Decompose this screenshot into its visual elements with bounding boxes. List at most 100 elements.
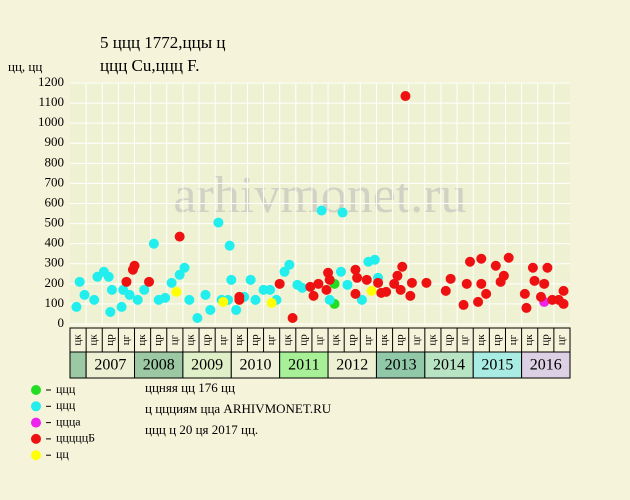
y-axis-label: цц, цц <box>8 59 42 74</box>
data-point <box>395 284 406 295</box>
column-label: цг <box>459 334 471 345</box>
y-tick-label: 1000 <box>38 114 64 129</box>
data-point <box>184 294 195 305</box>
column-label: цр <box>346 334 358 346</box>
y-tick-label: 200 <box>45 275 65 290</box>
data-point <box>392 270 403 281</box>
data-point <box>179 262 190 273</box>
chart-subtitle: ццц Cu,ццц F. <box>100 56 200 75</box>
data-point <box>445 273 456 284</box>
data-point <box>313 278 324 289</box>
data-point <box>279 266 290 277</box>
data-point <box>192 312 203 323</box>
data-point <box>521 302 532 313</box>
legend-marker <box>31 401 41 412</box>
data-point <box>79 289 90 300</box>
data-point <box>160 292 171 303</box>
y-tick-label: 300 <box>45 255 65 270</box>
y-tick-label: 1200 <box>38 74 64 89</box>
data-point <box>224 240 235 251</box>
data-point <box>476 278 487 289</box>
data-point <box>405 290 416 301</box>
column-label: цг <box>507 334 519 345</box>
data-point <box>129 260 140 271</box>
column-label: цг <box>265 334 277 345</box>
y-tick-label: 900 <box>45 134 65 149</box>
data-point <box>174 231 185 242</box>
data-point <box>350 288 361 299</box>
data-point <box>316 205 327 216</box>
data-point <box>71 301 82 312</box>
data-point <box>226 274 237 285</box>
legend-marker <box>31 417 41 428</box>
data-point <box>218 296 229 307</box>
data-point <box>89 294 100 305</box>
data-point <box>342 279 353 290</box>
data-point <box>148 238 159 249</box>
data-point <box>166 277 177 288</box>
column-label: цр <box>539 334 551 346</box>
data-point <box>373 277 384 288</box>
data-point <box>124 289 135 300</box>
column-label: цк <box>88 334 100 346</box>
data-point <box>490 260 501 271</box>
data-point <box>366 285 377 296</box>
y-tick-label: 700 <box>45 174 65 189</box>
data-point <box>352 272 363 283</box>
data-point <box>321 284 332 295</box>
legend-label: ццц <box>56 382 76 396</box>
data-point <box>461 278 472 289</box>
y-tick-label: 1100 <box>38 94 64 109</box>
data-point <box>389 278 400 289</box>
data-point <box>234 294 245 305</box>
data-point <box>558 298 569 309</box>
column-label: цк <box>426 334 438 346</box>
data-point <box>529 275 540 286</box>
legend-marker <box>31 385 41 395</box>
data-point <box>397 261 408 272</box>
column-label: цр <box>152 334 164 346</box>
data-point <box>440 285 451 296</box>
data-point <box>231 304 242 315</box>
column-label: цк <box>233 334 245 346</box>
data-point <box>527 262 538 273</box>
y-tick-label: 0 <box>58 315 65 330</box>
year-label: 2013 <box>385 357 417 374</box>
data-point <box>406 277 417 288</box>
data-point <box>284 259 295 270</box>
column-label: цг <box>410 334 422 345</box>
column-label: цр <box>297 334 309 346</box>
legend-label: ццц <box>56 398 76 412</box>
y-tick-label: 400 <box>45 235 65 250</box>
data-point <box>245 274 256 285</box>
y-tick-label: 800 <box>45 154 65 169</box>
column-label: цк <box>136 334 148 346</box>
year-label: 2008 <box>143 357 175 374</box>
year-label: 2014 <box>433 357 465 374</box>
year-label: 2011 <box>288 357 319 374</box>
column-label: цк <box>184 334 196 346</box>
year-cell <box>375 351 426 379</box>
chart-title: 5 ццц 1772,ццы ц <box>100 33 226 52</box>
year-cell <box>521 351 571 379</box>
column-label: цр <box>394 334 406 346</box>
column-label: цк <box>72 334 84 346</box>
data-point <box>205 304 216 315</box>
year-label: 2007 <box>94 357 126 374</box>
data-point <box>481 288 492 299</box>
data-point <box>139 284 150 295</box>
year-cell <box>230 351 281 379</box>
data-point <box>400 91 411 102</box>
legend-label: цц <box>56 447 69 461</box>
data-point <box>287 312 298 323</box>
column-label: цк <box>330 334 342 346</box>
year-cell <box>279 351 329 379</box>
data-point <box>265 284 275 295</box>
data-point <box>458 299 469 310</box>
data-point <box>542 262 553 273</box>
data-point <box>503 252 514 263</box>
year-label: 2015 <box>481 357 513 374</box>
column-label: цр <box>443 334 455 346</box>
column-label: цк <box>378 334 390 346</box>
legend-marker <box>31 433 41 444</box>
